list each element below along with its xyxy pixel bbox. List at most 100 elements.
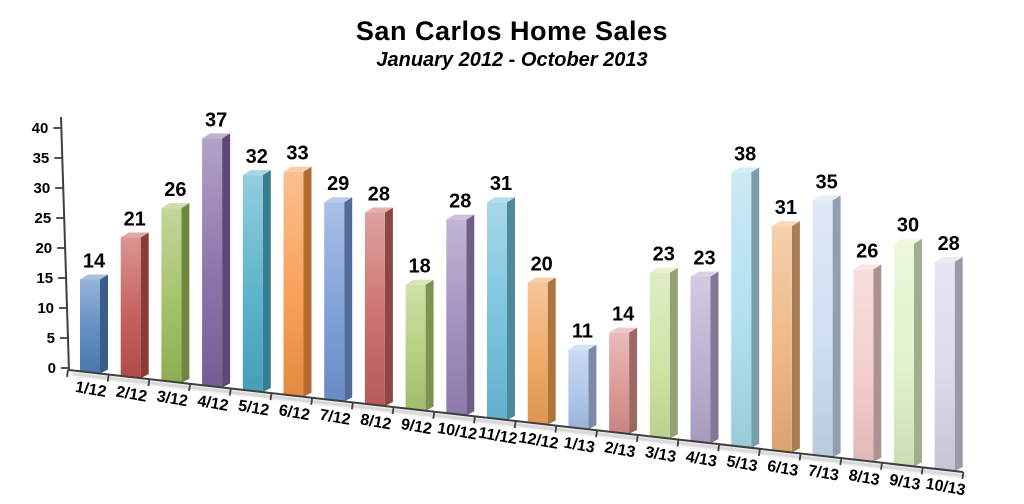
bar-value-label: 35 (815, 171, 837, 193)
bar-8-12 (364, 207, 393, 407)
bar-top-face (731, 167, 760, 173)
bar-front-face (649, 272, 670, 439)
bar-top-face (527, 277, 556, 283)
bar-7-13 (812, 195, 841, 458)
x-axis-category-label: 3/13 (644, 444, 678, 466)
x-axis-category-label: 6/12 (277, 402, 311, 424)
bar-top-face (568, 344, 597, 350)
y-axis-tick-label: 15 (36, 270, 53, 287)
bar-front-face (894, 243, 914, 467)
bar-front-face (609, 332, 630, 434)
bar-10-13 (934, 256, 963, 472)
bar-side-face (425, 279, 434, 411)
bar-side-face (832, 195, 841, 458)
x-axis-tick (798, 453, 802, 461)
bar-top-face (609, 327, 638, 333)
bar-value-label: 20 (531, 254, 553, 276)
bar-value-label: 26 (856, 240, 878, 262)
bar-top-face (242, 170, 271, 176)
bar-side-face (791, 221, 800, 453)
x-axis-tick (188, 383, 191, 391)
bar-front-face (690, 276, 711, 444)
bar-6-12 (283, 166, 312, 397)
bar-7-12 (324, 197, 353, 402)
bar-value-label: 23 (653, 244, 675, 266)
bar-side-face (222, 133, 231, 388)
bar-side-face (262, 170, 271, 393)
x-axis-line (68, 369, 964, 473)
x-axis-category-label: 2/12 (115, 384, 149, 406)
bar-front-face (934, 261, 955, 472)
y-axis-tick-label: 5 (47, 330, 55, 347)
bar-top-face (487, 197, 515, 203)
bar-value-label: 37 (205, 109, 227, 131)
bar-4-13 (690, 271, 719, 444)
x-axis-tick (880, 462, 883, 470)
x-axis-tick (391, 406, 395, 415)
y-axis: 0 5 10 15 20 25 30 35 40 (32, 120, 69, 377)
y-axis-tick-label: 40 (32, 120, 49, 137)
x-axis-tick (147, 379, 151, 387)
y-axis-line (60, 116, 70, 372)
bar-front-face (527, 282, 548, 425)
x-axis-tick (758, 448, 761, 456)
x-axis-category-label: 9/12 (400, 416, 434, 438)
bar-side-face (181, 203, 190, 383)
x-axis-tick (961, 471, 965, 480)
x-axis-tick (635, 434, 639, 443)
bar-side-face (100, 274, 108, 374)
bar-front-face (364, 212, 385, 407)
y-axis-tick-label: 25 (35, 210, 52, 227)
x-axis-tick (106, 374, 110, 382)
bar-value-labels: 14 21 26 37 32 33 29 28 18 28 31 20 11 14 23 23 38 31 35 26… (83, 109, 960, 342)
x-axis-tick (66, 369, 69, 378)
bar-front-face (812, 200, 833, 458)
y-axis-tick-label: 10 (37, 300, 54, 317)
bar-front-face (405, 284, 426, 411)
bar-top-face (405, 279, 434, 285)
x-axis-category-label: 11/12 (477, 425, 519, 449)
bar-front-face (853, 269, 874, 462)
bar-value-label: 18 (408, 256, 430, 278)
x-axis-category-label: 8/12 (359, 411, 393, 433)
y-axis-tick-label: 35 (33, 150, 50, 167)
bar-3-12 (161, 203, 190, 383)
bar-top-face (812, 195, 841, 201)
bar-top-face (120, 232, 149, 238)
bar-top-face (853, 264, 882, 270)
y-axis-tick-label: 20 (35, 240, 52, 257)
bar-top-face (161, 203, 190, 209)
bar-side-face (547, 277, 556, 425)
bar-value-label: 21 (124, 209, 146, 231)
bar-2-12 (120, 232, 149, 379)
bar-value-label: 28 (368, 184, 390, 206)
x-axis-tick (554, 425, 558, 433)
bar-front-face (80, 279, 100, 374)
bar-value-label: 32 (246, 146, 268, 168)
x-axis-category-label: 6/13 (766, 458, 800, 480)
bar-top-face (934, 256, 963, 262)
bar-front-face (324, 202, 345, 402)
bar-side-face (629, 327, 638, 434)
x-axis-tick (676, 439, 680, 447)
bar-1-13 (568, 344, 597, 430)
bar-11-12 (487, 197, 515, 420)
bar-value-label: 31 (775, 197, 797, 219)
x-axis-category-label: 9/13 (888, 472, 922, 494)
y-axis-tick-label: 30 (34, 180, 51, 197)
x-axis-category-label: 5/13 (725, 453, 759, 475)
bar-side-face (710, 271, 719, 444)
bar-1-12 (80, 274, 108, 374)
bar-value-label: 23 (693, 247, 715, 269)
x-axis-tick (839, 457, 843, 466)
y-axis-tick-label: 0 (48, 360, 56, 377)
bar-side-face (507, 197, 515, 420)
bar-value-label: 33 (286, 143, 308, 165)
bars-group (80, 133, 963, 472)
bar-side-face (873, 264, 882, 462)
x-axis-tick (432, 411, 436, 419)
bar-10-12 (446, 214, 475, 416)
bar-front-face (446, 219, 467, 416)
x-axis-tick (717, 444, 721, 452)
